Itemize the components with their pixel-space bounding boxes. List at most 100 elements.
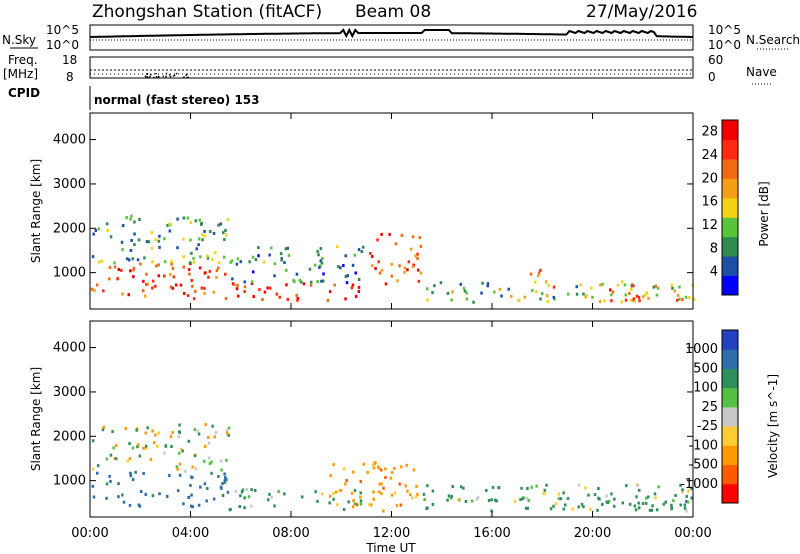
velocity-cell [633, 504, 637, 508]
power-cell [671, 286, 674, 290]
power-cell [97, 227, 100, 231]
power-cell [254, 258, 258, 262]
velocity-cell [557, 497, 561, 501]
velocity-cell [177, 489, 180, 493]
power-cell [319, 259, 322, 263]
velocity-cell [191, 465, 194, 469]
velocity-cell [352, 499, 355, 502]
power-cell [211, 258, 214, 262]
velocity-cell [270, 495, 273, 499]
velocity-cell [131, 478, 135, 481]
power-cell [132, 275, 135, 279]
velocity-cell [384, 476, 387, 479]
power-cell [426, 287, 429, 291]
power-colorbar-tick: 12 [701, 218, 718, 233]
power-cell [692, 298, 696, 301]
velocity-cell [470, 499, 474, 503]
velocity-cell [596, 508, 599, 512]
velocity-cell [683, 506, 687, 510]
velocity-cell [625, 484, 628, 488]
velocity-cell [527, 499, 530, 503]
power-cell [446, 291, 450, 295]
velocity-cell [109, 479, 112, 483]
velocity-cell [227, 433, 230, 437]
power-cell [295, 272, 299, 276]
power-cell [390, 262, 393, 266]
power-cell [326, 299, 330, 302]
power-cell [217, 223, 220, 227]
velocity-cell [559, 497, 563, 501]
velocity-cell [128, 442, 131, 446]
power-cell [197, 243, 200, 247]
velocity-cell [404, 484, 407, 488]
power-cell [620, 300, 623, 304]
power-cell [225, 233, 228, 237]
velocity-cell [370, 503, 373, 507]
velocity-cell [203, 482, 207, 486]
power-cell [170, 262, 173, 266]
velocity-colorbar-swatch [722, 330, 738, 350]
power-cell [644, 293, 647, 297]
power-cell [539, 268, 542, 272]
power-cell [258, 288, 261, 292]
velocity-colorbar-swatch [722, 387, 738, 408]
power-cell [143, 294, 147, 298]
velocity-cell [91, 484, 95, 488]
power-cell [398, 264, 401, 268]
velocity-cell [151, 429, 154, 433]
power-cell [163, 274, 166, 278]
velocity-colorbar-tick: 100 [693, 381, 718, 396]
power-cell [239, 260, 242, 264]
power-colorbar-tick: 8 [710, 241, 718, 256]
power-cell [219, 222, 222, 226]
power-cell [203, 271, 207, 275]
power-cell [100, 259, 104, 263]
velocity-cell [580, 502, 584, 506]
power-cell [465, 291, 468, 295]
freq-dip-point [162, 75, 165, 78]
velocity-cell [656, 508, 659, 512]
power-cell [376, 238, 379, 242]
velocity-cell [634, 508, 638, 512]
power-cell [369, 251, 372, 255]
power-cell [215, 269, 219, 273]
velocity-cell [554, 502, 558, 506]
velocity-cell [447, 494, 451, 498]
velocity-cell [197, 432, 201, 436]
power-cell [623, 283, 627, 287]
velocity-cell [345, 479, 348, 482]
power-cell [630, 284, 634, 288]
power-cell [433, 284, 436, 288]
power-cell [186, 216, 189, 220]
power-ytick-label: 2000 [53, 221, 86, 236]
power-cell [463, 289, 467, 293]
freq-dip-point [175, 72, 178, 75]
power-cell [351, 283, 355, 287]
power-cell [357, 285, 361, 289]
power-cell [138, 218, 141, 221]
power-cell [598, 300, 602, 303]
nsearch-tick-top: 10^5 [708, 23, 741, 37]
velocity-cell [210, 460, 213, 464]
power-cell [529, 272, 533, 276]
velocity-cell [571, 507, 574, 511]
freq-dip-point [164, 76, 167, 79]
power-cell [169, 272, 172, 276]
power-cell [591, 295, 594, 299]
power-cell [450, 298, 453, 302]
power-colorbar: 4 8 12 16 20 24 28 [701, 119, 739, 296]
velocity-cell [223, 472, 226, 476]
velocity-ylabel: Slant Range [km] [29, 367, 43, 471]
velocity-cell [250, 488, 253, 492]
velocity-cell [129, 474, 133, 478]
velocity-cell [451, 485, 454, 489]
velocity-colorbar-tick: -1000 [680, 477, 718, 492]
freq-dip-point [153, 76, 155, 79]
velocity-cell [400, 465, 403, 469]
power-cell [113, 261, 116, 265]
power-cell [92, 232, 95, 236]
velocity-cell [213, 435, 216, 439]
power-cell [235, 287, 239, 291]
velocity-cell [92, 495, 96, 499]
power-colorbar-swatch [722, 139, 738, 160]
